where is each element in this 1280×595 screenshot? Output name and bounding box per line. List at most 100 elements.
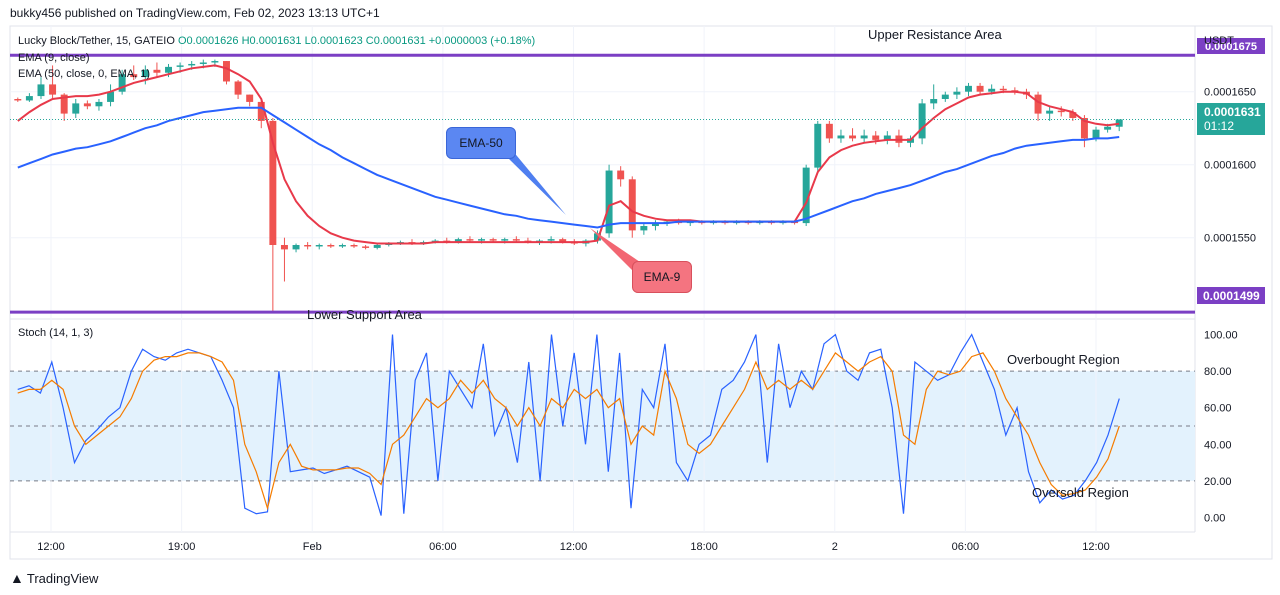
stoch-tick-label: 40.00 — [1204, 439, 1232, 451]
time-axis[interactable]: 12:00 19:00 Feb 06:00 12:00 18:00 2 06:00 12:00 — [37, 541, 1110, 553]
candle-body — [188, 63, 196, 66]
candle-body — [651, 223, 659, 227]
currency-label: USDT — [1204, 35, 1234, 47]
stoch-axis[interactable]: 0.00 20.00 40.00 60.00 80.00 100.00 — [1204, 330, 1238, 525]
legend-stoch[interactable]: Stoch (14, 1, 3) — [18, 327, 94, 339]
ema9-callout-pointer — [590, 228, 640, 270]
candle-body — [37, 84, 45, 97]
candle-body — [280, 245, 288, 250]
ema50-callout: EMA-50 — [446, 127, 516, 159]
candle-body — [362, 246, 370, 248]
candle-body — [976, 85, 984, 92]
overbought-label: Overbought Region — [1007, 352, 1120, 367]
countdown-tag: 01:12 — [1204, 119, 1234, 133]
stoch-tick-label: 20.00 — [1204, 476, 1232, 488]
ema50-line — [17, 106, 1120, 229]
candle-body — [199, 62, 207, 64]
candle-body — [234, 81, 242, 95]
time-tick-label: 12:00 — [560, 541, 588, 553]
support-price-tag-bg — [1197, 287, 1265, 304]
stoch-tick-label: 100.00 — [1204, 330, 1238, 342]
candle-body — [1104, 126, 1112, 130]
candle-body — [988, 88, 996, 92]
candle-body — [315, 245, 323, 247]
candle-body — [512, 239, 520, 241]
candle-body — [211, 61, 219, 63]
ema9-line — [17, 64, 1120, 245]
stoch-tick-label: 60.00 — [1204, 403, 1232, 415]
candle-body — [489, 239, 497, 241]
oversold-label: Oversold Region — [1032, 485, 1129, 500]
candle-body — [454, 239, 462, 243]
legend-symbol-row[interactable]: Lucky Block/Tether, 15, GATEIO O0.000162… — [18, 35, 535, 47]
support-price-tag: 0.0001499 — [1203, 289, 1260, 303]
candle-body — [107, 91, 115, 102]
candle-body — [257, 101, 265, 121]
candle-body — [1069, 112, 1077, 118]
stoch-layer — [17, 333, 1120, 516]
time-tick-label: Feb — [303, 541, 322, 553]
candle-body — [373, 245, 381, 248]
stoch-tick-label: 0.00 — [1204, 512, 1225, 524]
candle-body — [594, 233, 601, 241]
time-tick-label: 2 — [832, 541, 838, 553]
candle-body — [153, 69, 161, 73]
candle-body — [953, 91, 961, 95]
candle-body — [547, 239, 555, 241]
level-layer — [10, 53, 1195, 314]
price-tick-label: 0.0001550 — [1204, 233, 1256, 245]
price-tick-label: 0.0001600 — [1204, 160, 1256, 172]
candle-body — [176, 65, 184, 67]
footer-brand[interactable]: ▲ TradingView — [10, 570, 98, 586]
candle-body — [223, 61, 230, 82]
candle-body — [338, 245, 346, 247]
candle-body — [72, 103, 80, 114]
candle-body — [25, 96, 33, 101]
candle-body — [83, 103, 91, 107]
candle-body — [559, 239, 567, 243]
candle-body — [999, 88, 1007, 91]
candle-body — [628, 179, 636, 231]
legend-ohlc: O0.0001626 H0.0001631 L0.0001623 C0.0001… — [177, 35, 536, 47]
candle-body — [95, 101, 103, 107]
legend-ema9[interactable]: EMA (9, close) — [18, 52, 90, 64]
time-tick-label: 19:00 — [168, 541, 196, 553]
legend-symbol: Lucky Block/Tether, 15, GATEIO — [18, 35, 175, 47]
stoch-d-line — [17, 352, 1120, 511]
stoch-tick-label: 80.00 — [1204, 366, 1232, 378]
candle-body — [327, 245, 335, 247]
candle-body — [640, 226, 648, 231]
current-price-tag: 0.0001631 — [1204, 105, 1261, 119]
tradingview-logo-icon: ▲ — [10, 570, 24, 586]
candle-body — [246, 94, 254, 102]
candle-body — [825, 123, 833, 139]
candle-body — [617, 170, 625, 180]
publisher-line: bukky456 published on TradingView.com, F… — [10, 6, 380, 20]
price-axis[interactable]: 0.0001550 0.0001600 0.0001650 — [1204, 87, 1256, 245]
candle-body — [14, 99, 22, 101]
chart-frame — [9, 25, 1273, 560]
candle-body — [1115, 119, 1123, 127]
candle-body — [141, 69, 149, 78]
footer-brand-label: TradingView — [26, 570, 99, 586]
price-pane-bg — [10, 26, 1195, 318]
candle-body — [350, 245, 358, 247]
candle-body — [941, 94, 949, 99]
candle-body — [918, 103, 926, 139]
time-tick-label: 12:00 — [37, 541, 65, 553]
candle-body — [49, 84, 57, 95]
candle-body — [478, 239, 486, 241]
candle-body — [860, 135, 868, 139]
candle-body — [1080, 117, 1088, 139]
current-price-tag-bg — [1197, 103, 1265, 135]
candle-body — [837, 135, 845, 139]
legend-ema50[interactable]: EMA (50, close, 0, EMA, 1) — [18, 68, 151, 80]
candle-body — [802, 167, 810, 224]
upper-resistance-label: Upper Resistance Area — [868, 27, 1002, 42]
candle-body — [605, 170, 613, 234]
candle-body — [872, 135, 880, 140]
candle-body — [165, 66, 172, 73]
ema9-callout: EMA-9 — [632, 261, 692, 293]
candle-body — [501, 239, 509, 241]
